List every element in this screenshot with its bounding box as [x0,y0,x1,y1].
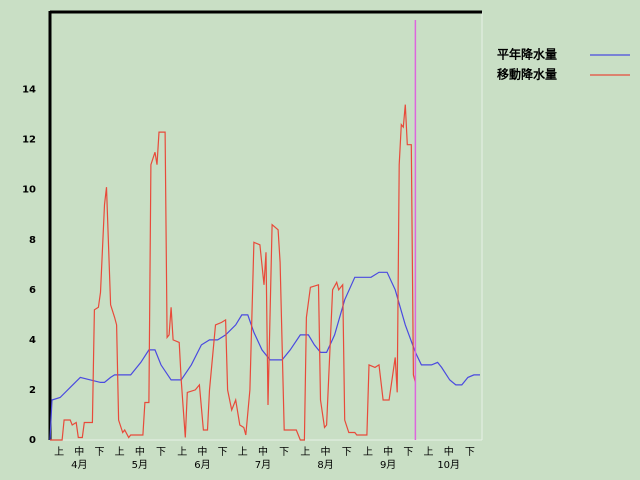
month-label: 10月 [437,459,460,471]
month-label: 9月 [380,459,396,471]
x-tick-label: 下 [156,447,166,458]
legend-label: 平年降水量 [497,47,557,62]
month-label: 6月 [194,459,210,471]
y-tick-label: 6 [29,285,36,296]
x-tick-label: 上 [300,446,310,458]
month-label: 4月 [71,459,87,471]
y-tick-label: 14 [22,85,36,96]
month-label: 7月 [255,459,271,471]
y-tick-label: 0 [29,435,36,446]
x-tick-label: 中 [383,445,393,458]
y-tick-label: 4 [29,335,36,346]
y-tick-label: 2 [29,385,36,396]
x-tick-label: 下 [342,447,352,458]
x-tick-label: 中 [74,445,84,458]
x-tick-label: 上 [238,446,248,458]
x-tick-label: 下 [279,447,289,458]
month-label: 8月 [317,459,333,471]
x-tick-label: 中 [135,445,145,458]
x-tick-label: 中 [258,445,268,458]
series-line [49,271,480,441]
series-line [50,104,416,441]
legend-label: 移動降水量 [497,67,557,82]
y-tick-label: 12 [22,135,36,146]
x-tick-label: 上 [115,446,125,458]
y-tick-label: 10 [22,185,36,196]
x-tick-label: 下 [218,447,228,458]
x-tick-label: 下 [94,447,104,458]
x-tick-label: 上 [54,446,64,458]
y-tick-label: 8 [29,235,36,246]
x-tick-label: 上 [424,446,434,458]
x-tick-label: 下 [403,447,413,458]
x-tick-label: 中 [444,445,454,458]
x-tick-label: 下 [465,447,475,458]
x-tick-label: 上 [177,446,187,458]
month-label: 5月 [132,459,148,471]
x-tick-label: 中 [321,445,331,458]
x-tick-label: 中 [197,445,207,458]
x-tick-label: 上 [363,446,373,458]
